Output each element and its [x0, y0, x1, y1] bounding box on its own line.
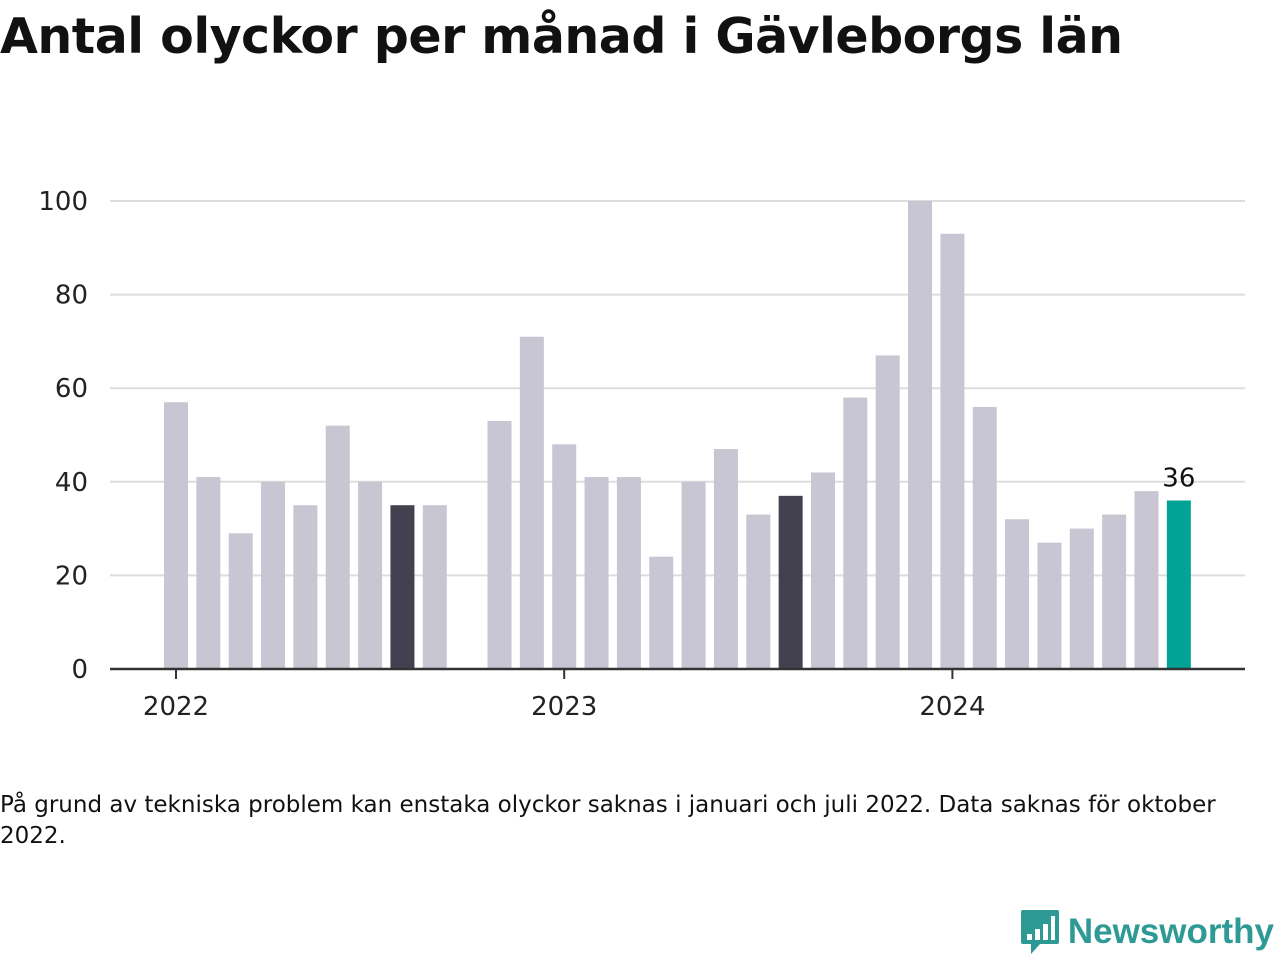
y-tick-label: 0	[71, 655, 88, 685]
x-tick-label: 2024	[919, 692, 985, 722]
bar-2023-04	[649, 556, 674, 669]
y-tick-label: 40	[55, 468, 88, 498]
data-labels: 36	[1162, 464, 1195, 494]
bar-chart: 0 20 40 60 80 100 2022 2023 2024 36	[38, 187, 1245, 722]
x-tick-label: 2023	[531, 692, 597, 722]
bar-2024-01	[940, 233, 965, 669]
y-tick-label: 60	[55, 374, 88, 404]
bar-2023-01	[552, 444, 577, 669]
bar-2023-06	[713, 449, 738, 669]
bar-2024-06	[1102, 514, 1127, 669]
bar-2023-05	[681, 481, 706, 669]
y-tick-label: 80	[55, 281, 88, 311]
bar-2022-05	[293, 505, 318, 669]
bar-2022-07	[358, 481, 383, 669]
bar-2022-01	[164, 402, 188, 669]
bar-2022-12	[519, 336, 544, 669]
bar-2023-11	[875, 355, 900, 669]
chart-title: Antal olyckor per månad i Gävleborgs län	[0, 8, 1123, 65]
y-tick-label: 20	[55, 561, 88, 591]
bar-2023-03	[616, 477, 641, 669]
bar-2024-07	[1134, 491, 1159, 669]
y-tick-label: 100	[38, 187, 88, 217]
bar-2024-03	[1005, 519, 1030, 669]
bar-2024-04	[1037, 542, 1062, 669]
x-tick-label: 2022	[143, 692, 209, 722]
bar-2022-08	[390, 505, 415, 669]
data-label-latest: 36	[1162, 464, 1195, 494]
bar-2024-02	[972, 406, 997, 669]
footnote: På grund av tekniska problem kan enstaka…	[0, 792, 1216, 849]
bar-2022-03	[228, 533, 253, 669]
bar-2024-08	[1166, 500, 1191, 669]
bar-2022-06	[325, 425, 350, 669]
bar-2022-09	[422, 505, 447, 669]
bar-2023-09	[811, 472, 835, 669]
bar-2022-02	[196, 477, 221, 669]
brand-name: Newsworthy	[1067, 912, 1274, 951]
bar-2022-11	[487, 420, 512, 669]
bar-2023-10	[843, 397, 868, 669]
bar-2024-05	[1069, 528, 1094, 669]
bar-2022-04	[261, 481, 286, 669]
newsworthy-logo: Newsworthy	[1020, 908, 1274, 956]
axes: 0 20 40 60 80 100 2022 2023 2024	[38, 187, 1245, 722]
bar-2023-08	[778, 495, 803, 669]
newsworthy-chat-chart-icon	[1020, 910, 1059, 954]
bar-2023-12	[908, 201, 933, 669]
bar-2023-02	[584, 477, 609, 669]
bars	[164, 201, 1191, 669]
bar-2023-07	[746, 514, 771, 669]
